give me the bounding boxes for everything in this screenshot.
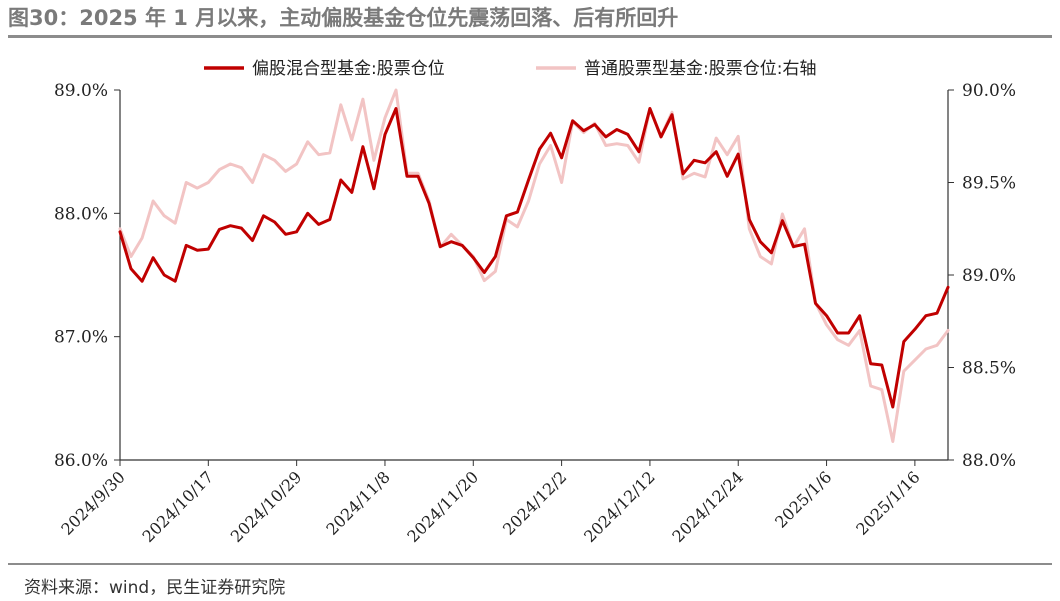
- right-tick-label: 89.5%: [962, 174, 1016, 194]
- left-tick-label: 89.0%: [54, 81, 108, 101]
- left-tick-label: 87.0%: [54, 328, 108, 348]
- series-layer: [118, 88, 950, 443]
- axes: 86.0% 87.0% 88.0% 89.0% 88.0% 88.5% 89.0% 89.5%…: [54, 81, 1016, 546]
- x-tick-label: 2024/10/17: [139, 467, 218, 546]
- legend-label: 普通股票型基金:股票仓位:右轴: [584, 59, 816, 79]
- x-tick-label: 2024/11/20: [403, 467, 482, 546]
- right-tick-label: 89.0%: [962, 266, 1016, 286]
- x-tick-label: 2024/11/8: [322, 467, 393, 538]
- x-tick-label: 2025/1/6: [771, 467, 835, 531]
- source-note: 资料来源：wind，民生证券研究院: [24, 578, 286, 598]
- title-divider: [8, 35, 1052, 38]
- chart-title: 图30：2025 年 1 月以来，主动偏股基金仓位先震荡回落、后有所回升: [8, 6, 679, 30]
- x-tick-label: 2024/10/29: [227, 467, 306, 546]
- x-tick-label: 2025/1/16: [852, 467, 923, 538]
- right-tick-label: 88.0%: [962, 451, 1016, 471]
- legend-item-hybrid-equity: 偏股混合型基金:股票仓位: [204, 59, 445, 79]
- legend-item-common-equity: 普通股票型基金:股票仓位:右轴: [536, 59, 816, 79]
- right-tick-label: 90.0%: [962, 81, 1016, 101]
- left-tick-label: 88.0%: [54, 204, 108, 224]
- x-tick-label: 2024/12/24: [668, 467, 747, 546]
- x-tick-label: 2024/12/12: [580, 467, 659, 546]
- footer-divider: [8, 563, 1052, 565]
- series-line-hybrid-equity: [118, 107, 950, 409]
- right-tick-label: 88.5%: [962, 359, 1016, 379]
- left-tick-label: 86.0%: [54, 451, 108, 471]
- series-line-common-equity: [118, 88, 950, 443]
- line-chart: 86.0% 87.0% 88.0% 89.0% 88.0% 88.5% 89.0% 89.5%…: [54, 59, 1016, 546]
- legend: 偏股混合型基金:股票仓位 普通股票型基金:股票仓位:右轴: [204, 59, 816, 79]
- x-tick-label: 2024/9/30: [57, 467, 128, 538]
- x-tick-label: 2024/12/2: [499, 467, 570, 538]
- legend-label: 偏股混合型基金:股票仓位: [252, 59, 445, 79]
